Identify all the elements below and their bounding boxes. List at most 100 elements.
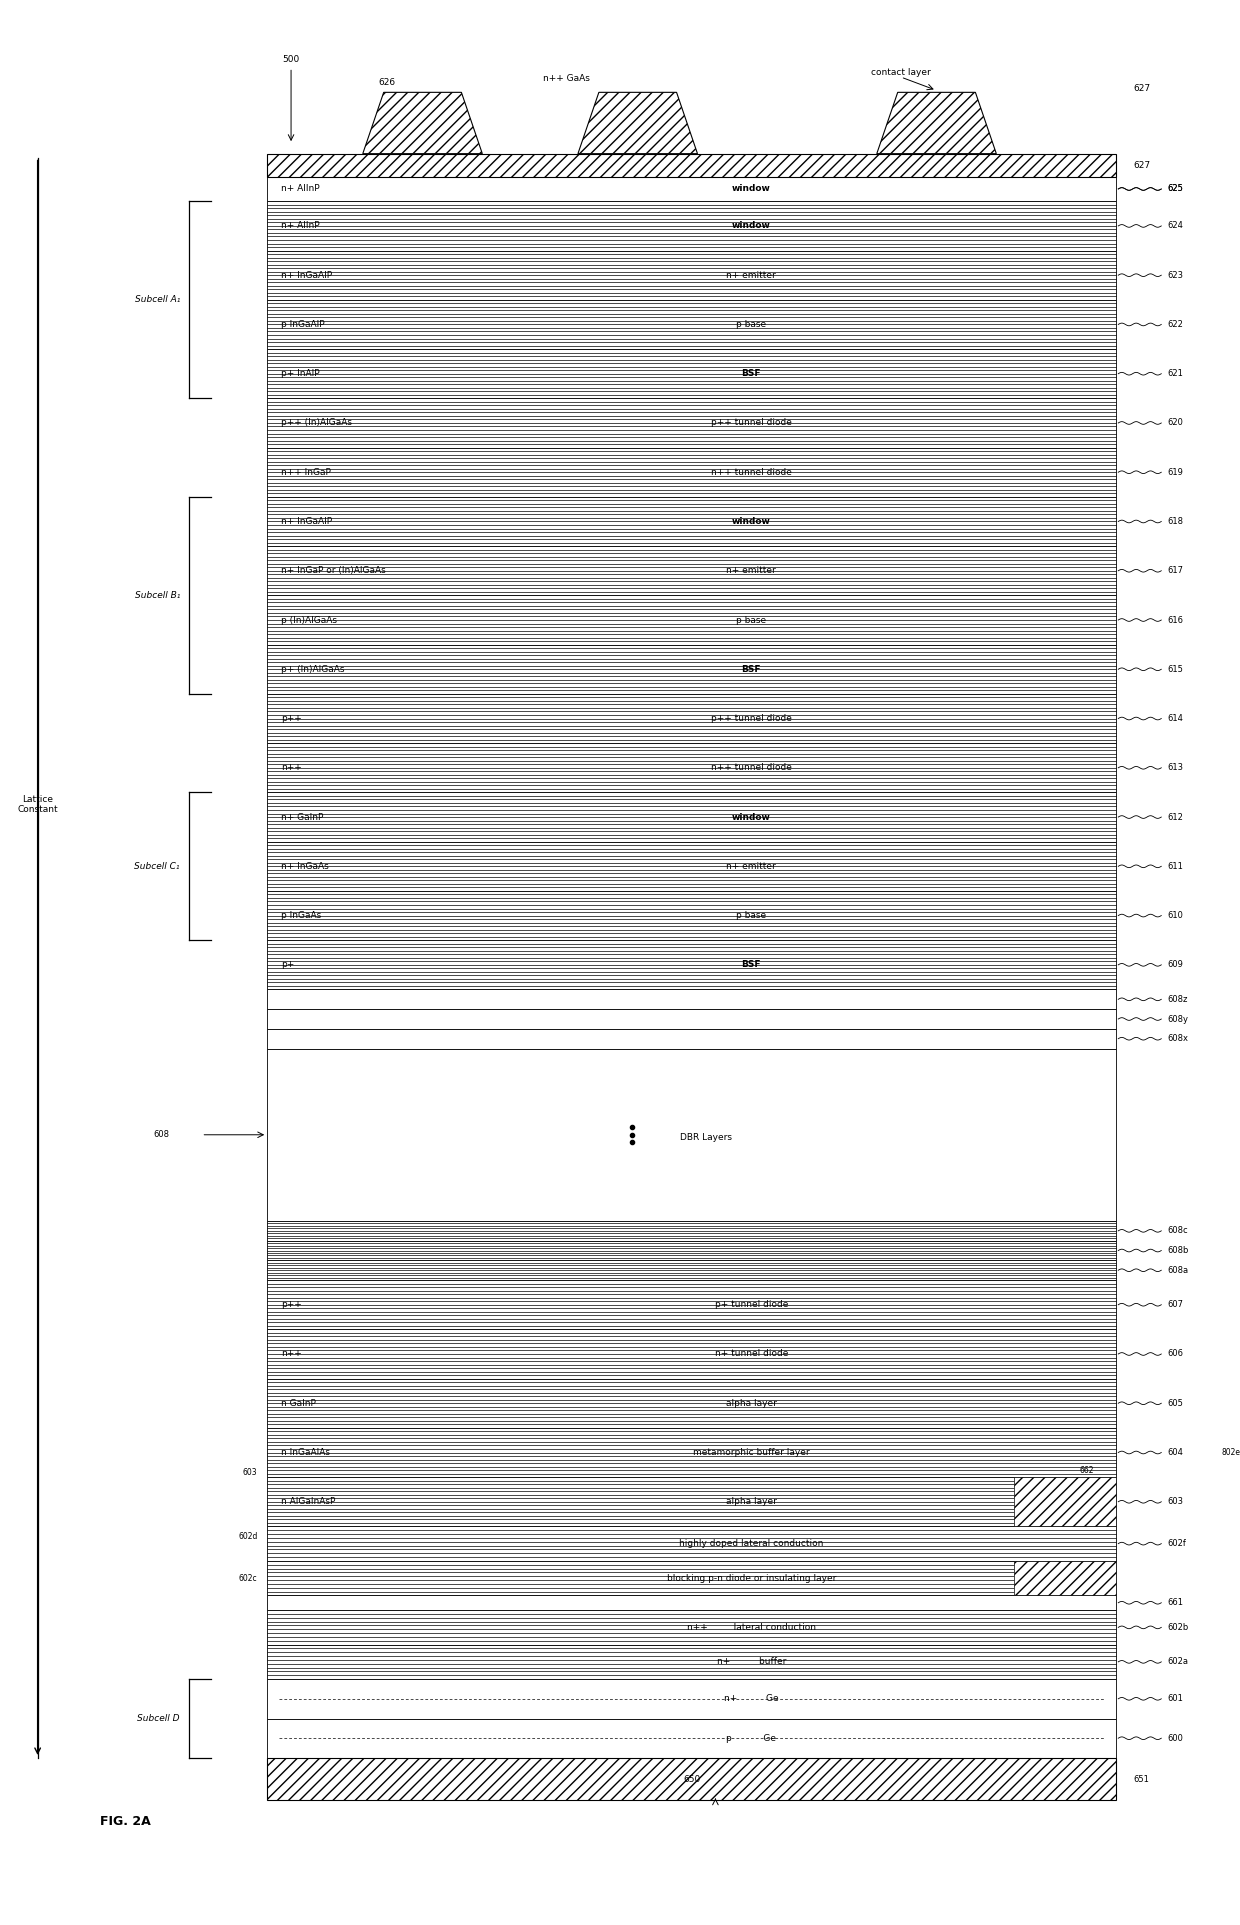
Text: Subcell D: Subcell D: [138, 1713, 180, 1723]
Text: n+ InGaAs: n+ InGaAs: [281, 862, 330, 870]
Text: DBR Layers: DBR Layers: [680, 1134, 732, 1142]
Text: 602b: 602b: [1167, 1623, 1188, 1632]
Bar: [267, 743, 1116, 793]
Text: 614: 614: [1167, 714, 1183, 724]
Bar: [267, 398, 1116, 449]
Text: 628: 628: [611, 135, 629, 144]
Text: p++ tunnel diode: p++ tunnel diode: [711, 714, 791, 724]
Text: n++ tunnel diode: n++ tunnel diode: [711, 468, 791, 477]
Text: 650: 650: [683, 1775, 701, 1783]
Text: 617: 617: [1167, 566, 1183, 576]
Text: BSF: BSF: [742, 664, 761, 674]
Text: 600: 600: [1167, 1734, 1183, 1742]
Text: 615: 615: [1167, 664, 1183, 674]
Text: 651: 651: [1133, 1775, 1149, 1783]
Text: p++: p++: [281, 1299, 303, 1309]
Text: 608x: 608x: [1167, 1034, 1188, 1043]
Text: contact layer: contact layer: [870, 67, 930, 77]
Bar: [267, 1596, 1116, 1609]
Bar: [267, 1428, 1116, 1476]
Bar: [267, 1679, 1116, 1719]
Bar: [267, 693, 1116, 743]
Text: 608y: 608y: [1167, 1014, 1188, 1024]
Text: 624: 624: [1167, 221, 1183, 231]
Bar: [267, 1009, 1116, 1028]
Bar: [267, 1220, 1116, 1242]
Text: n+          buffer: n+ buffer: [717, 1657, 786, 1667]
Text: n+ InGaP or (In)AlGaAs: n+ InGaP or (In)AlGaAs: [281, 566, 386, 576]
Bar: [267, 841, 1116, 891]
Text: metamorphic buffer layer: metamorphic buffer layer: [693, 1448, 810, 1457]
Bar: [267, 645, 1116, 693]
Text: 609: 609: [1167, 961, 1183, 970]
Text: alpha layer: alpha layer: [725, 1399, 776, 1407]
Text: n+          Ge: n+ Ge: [724, 1694, 779, 1704]
Text: 611: 611: [1167, 862, 1183, 870]
Bar: [267, 1378, 1116, 1428]
Text: blocking p-n diode or insulating layer: blocking p-n diode or insulating layer: [667, 1573, 836, 1582]
Text: 619: 619: [1167, 468, 1183, 477]
Text: n InGaAlAs: n InGaAlAs: [281, 1448, 331, 1457]
Text: p++: p++: [281, 714, 303, 724]
Bar: [267, 1609, 1116, 1644]
Text: 623: 623: [1167, 271, 1183, 279]
Text: n+ emitter: n+ emitter: [727, 271, 776, 279]
Text: p base: p base: [737, 616, 766, 624]
Text: highly doped lateral conduction: highly doped lateral conduction: [680, 1540, 823, 1548]
Bar: [1014, 1561, 1116, 1596]
Text: p+ (In)AlGaAs: p+ (In)AlGaAs: [281, 664, 345, 674]
Bar: [1014, 1476, 1116, 1527]
Bar: [267, 177, 1116, 202]
Text: n++         lateral conduction: n++ lateral conduction: [687, 1623, 816, 1632]
Text: 602d: 602d: [238, 1532, 258, 1542]
Text: 610: 610: [1167, 911, 1183, 920]
Text: window: window: [732, 185, 771, 194]
Text: p++ tunnel diode: p++ tunnel diode: [711, 418, 791, 427]
Text: 625: 625: [1167, 185, 1183, 194]
Text: 602c: 602c: [239, 1573, 258, 1582]
Bar: [267, 348, 1116, 398]
Bar: [267, 1049, 1116, 1220]
Bar: [267, 250, 1116, 300]
Text: n GaInP: n GaInP: [281, 1399, 316, 1407]
Text: p+ InAlP: p+ InAlP: [281, 370, 320, 377]
Text: 613: 613: [1167, 764, 1183, 772]
Bar: [267, 939, 1116, 989]
Text: 608c: 608c: [1167, 1226, 1188, 1236]
Bar: [267, 793, 1116, 841]
Text: n++ GaAs: n++ GaAs: [543, 73, 589, 83]
Text: 608z: 608z: [1167, 995, 1188, 1003]
Text: n AlGaInAsP: n AlGaInAsP: [281, 1498, 336, 1505]
Text: 620: 620: [1167, 418, 1183, 427]
Text: 618: 618: [1167, 518, 1183, 526]
Text: p base: p base: [737, 911, 766, 920]
Text: n++: n++: [281, 1349, 303, 1359]
Text: BSF: BSF: [742, 370, 761, 377]
Text: p           Ge: p Ge: [727, 1734, 776, 1742]
Text: Subcell A₁: Subcell A₁: [134, 295, 180, 304]
Text: 622: 622: [1167, 320, 1183, 329]
Text: p (In)AlGaAs: p (In)AlGaAs: [281, 616, 337, 624]
Bar: [267, 1261, 1116, 1280]
Text: n++ InGaP: n++ InGaP: [281, 468, 331, 477]
Text: 662: 662: [1080, 1467, 1095, 1475]
Text: n++: n++: [281, 764, 303, 772]
Text: FIG. 2A: FIG. 2A: [99, 1815, 150, 1829]
Bar: [267, 1644, 1116, 1679]
Bar: [267, 989, 1116, 1009]
Text: alpha layer: alpha layer: [725, 1498, 776, 1505]
Polygon shape: [578, 92, 697, 154]
Text: 608a: 608a: [1167, 1267, 1188, 1274]
Text: 608: 608: [154, 1130, 170, 1140]
Text: p+ tunnel diode: p+ tunnel diode: [714, 1299, 787, 1309]
Bar: [267, 497, 1116, 547]
Text: 607: 607: [1167, 1299, 1183, 1309]
Text: n+ AlInP: n+ AlInP: [281, 221, 320, 231]
Text: 601: 601: [1167, 1694, 1183, 1704]
Text: 500: 500: [283, 54, 300, 64]
Text: n+ GaInP: n+ GaInP: [281, 812, 324, 822]
Text: 616: 616: [1167, 616, 1183, 624]
Text: window: window: [732, 221, 771, 231]
Bar: [267, 547, 1116, 595]
Bar: [267, 154, 1116, 177]
